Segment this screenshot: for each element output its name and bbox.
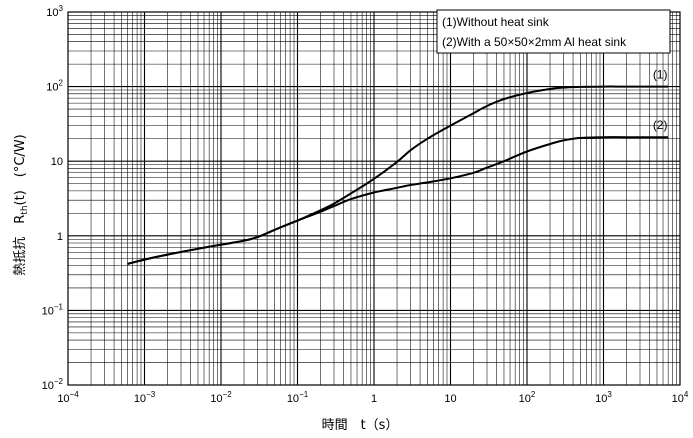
x-tick-label: 10−1 bbox=[287, 390, 309, 405]
series-line-1 bbox=[127, 85, 669, 265]
series-label-2: (2) bbox=[653, 118, 668, 132]
y-axis-label-prefix: 熱抵抗 R bbox=[13, 215, 28, 276]
y-tick-label: 103 bbox=[46, 4, 63, 19]
major-gridlines bbox=[68, 12, 680, 385]
y-tick-label: 10−1 bbox=[42, 302, 64, 317]
x-tick-labels: 10−4 10−3 10−2 10−1 1 10 102 103 104 bbox=[57, 390, 689, 405]
x-tick-label: 103 bbox=[595, 390, 612, 405]
legend-entry-2: (2)With a 50×50×2mm Al heat sink bbox=[442, 35, 627, 49]
series-line-2 bbox=[127, 136, 669, 265]
y-tick-labels: 10−2 10−1 1 10 102 103 bbox=[42, 4, 64, 392]
x-axis-label: 時間 t（s） bbox=[322, 418, 399, 433]
y-axis-label-sub: th bbox=[20, 205, 30, 214]
plot-frame bbox=[67, 11, 681, 386]
y-tick-label: 102 bbox=[46, 79, 63, 94]
x-tick-label: 10−4 bbox=[57, 390, 79, 405]
series-label-1: (1) bbox=[653, 68, 668, 82]
legend-box bbox=[436, 9, 671, 54]
y-tick-label: 1 bbox=[57, 231, 63, 243]
x-tick-label: 10−2 bbox=[210, 390, 232, 405]
series-labels: (1) (2) bbox=[653, 68, 668, 133]
y-tick-label: 10 bbox=[51, 156, 63, 168]
y-axis-label: 熱抵抗 Rth(t) (°C/W) bbox=[13, 134, 30, 275]
x-tick-label: 104 bbox=[672, 390, 689, 405]
x-tick-label: 102 bbox=[519, 390, 536, 405]
x-tick-label: 1 bbox=[371, 393, 377, 405]
y-axis-label-suffix: (t) (°C/W) bbox=[13, 134, 28, 205]
series-lines bbox=[127, 85, 669, 265]
legend-entry-1: (1)Without heat sink bbox=[442, 15, 550, 29]
x-tick-label: 10−3 bbox=[134, 390, 156, 405]
x-tick-label: 10 bbox=[444, 393, 456, 405]
y-tick-label: 10−2 bbox=[42, 377, 64, 392]
